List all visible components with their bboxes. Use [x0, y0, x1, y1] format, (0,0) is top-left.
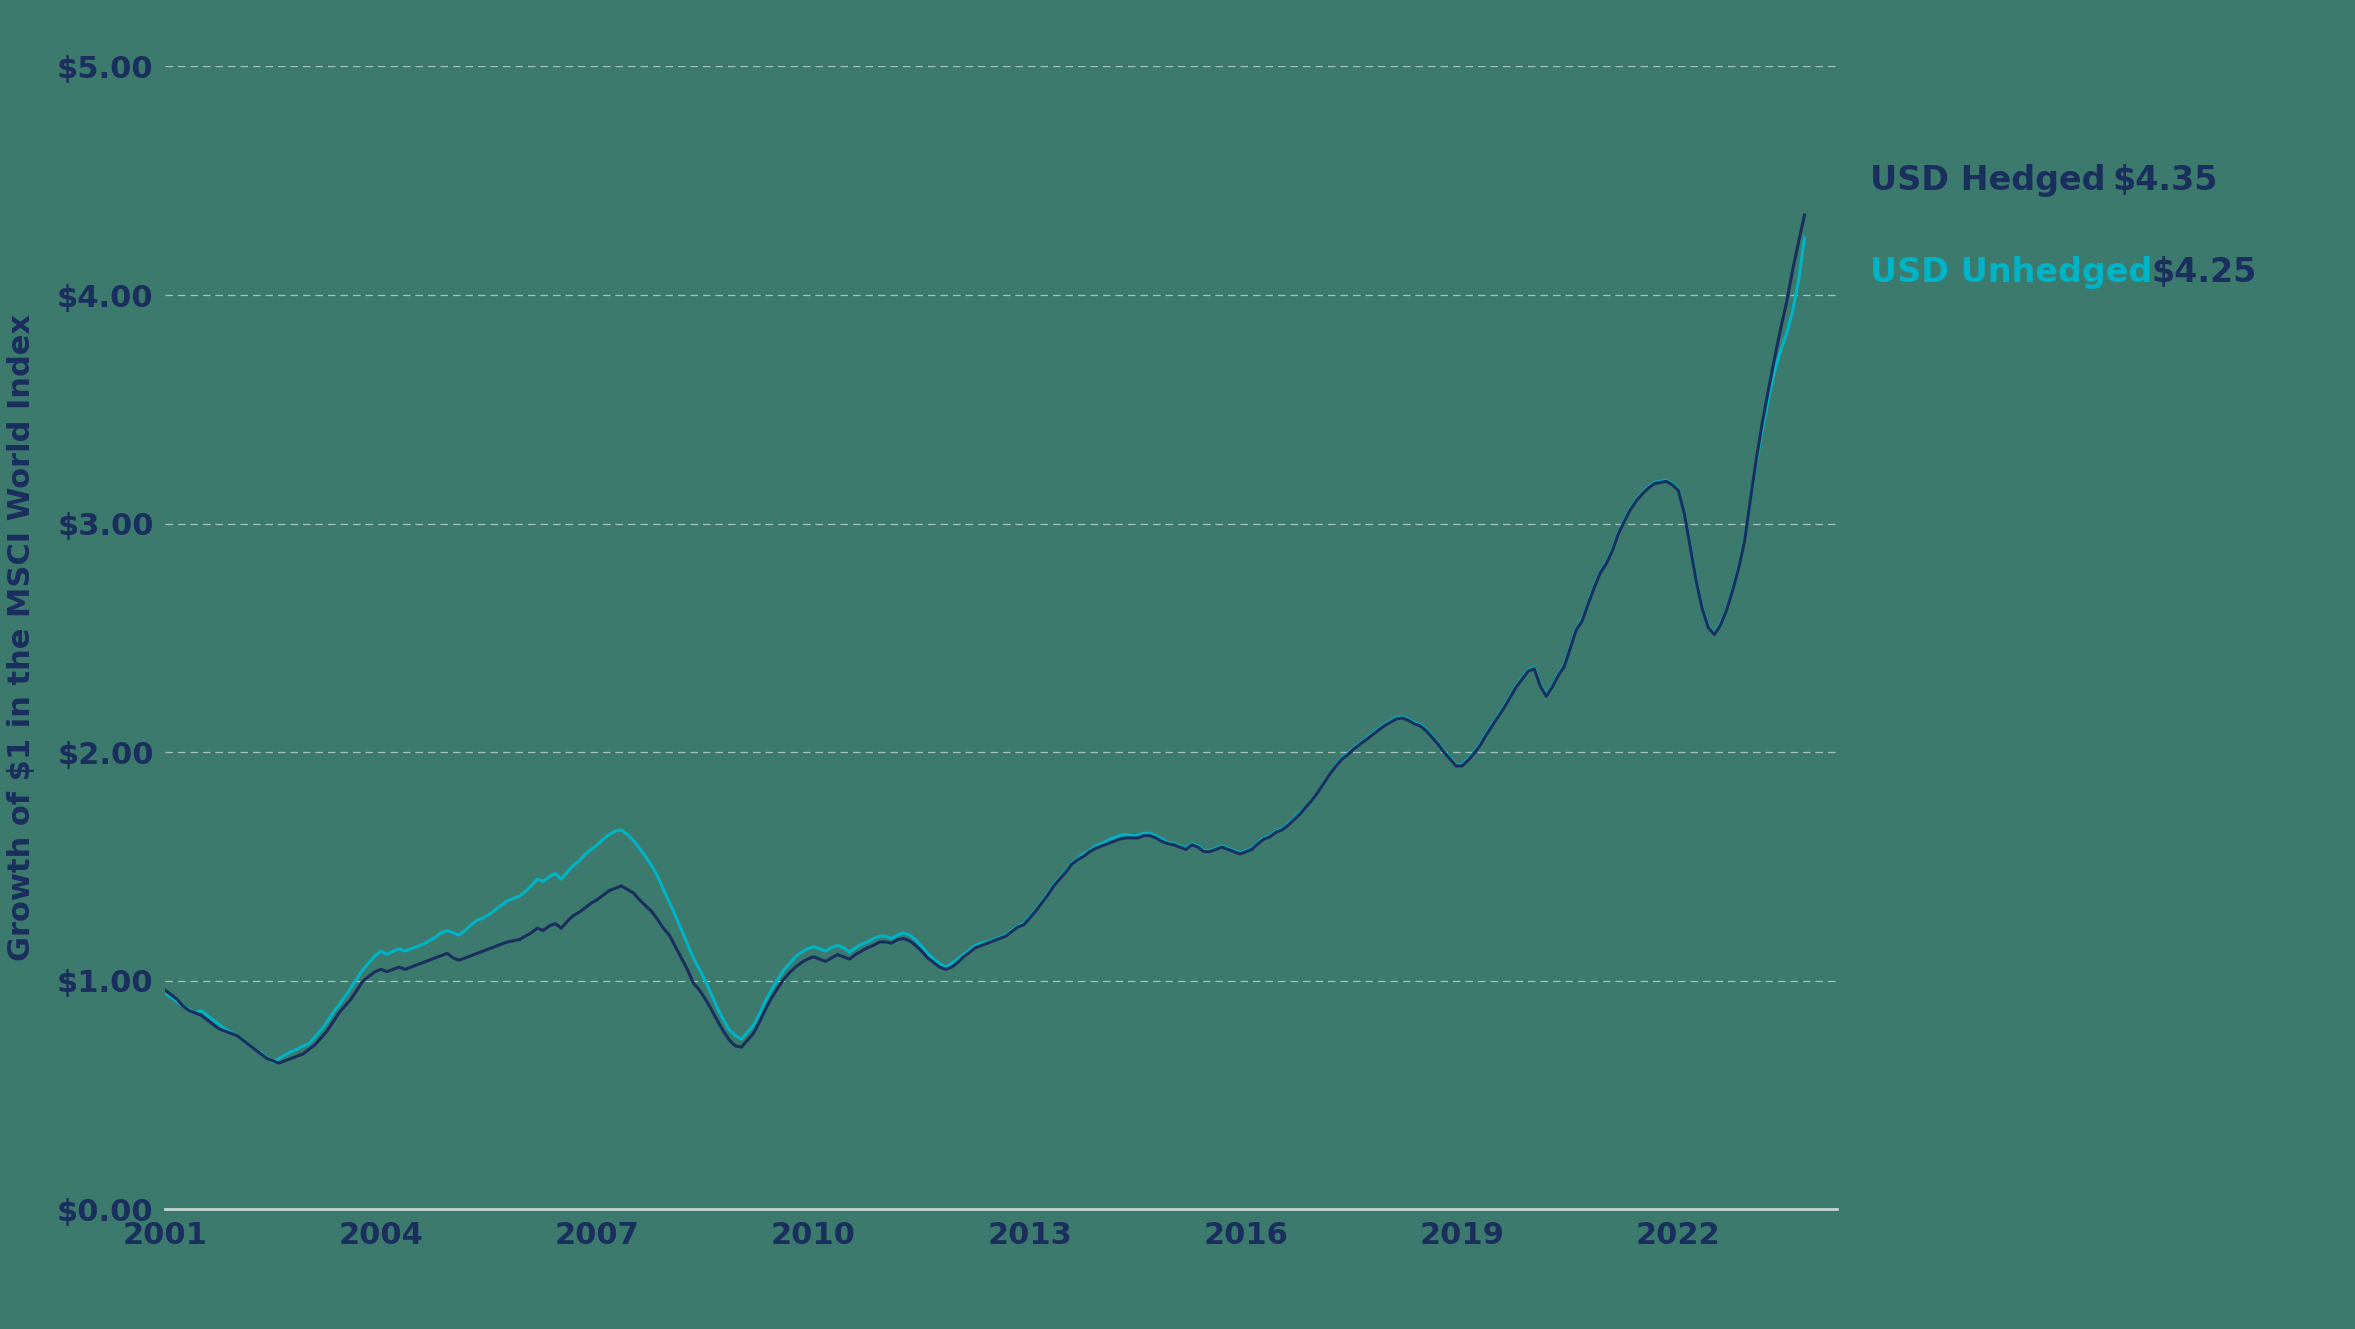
- Text: USD Hedged: USD Hedged: [1870, 165, 2117, 197]
- Text: $4.25: $4.25: [2150, 255, 2256, 288]
- Text: $4.35: $4.35: [2112, 165, 2218, 197]
- Y-axis label: Growth of $1 in the MSCI World Index: Growth of $1 in the MSCI World Index: [7, 315, 35, 961]
- Text: USD Unhedged: USD Unhedged: [1870, 255, 2164, 288]
